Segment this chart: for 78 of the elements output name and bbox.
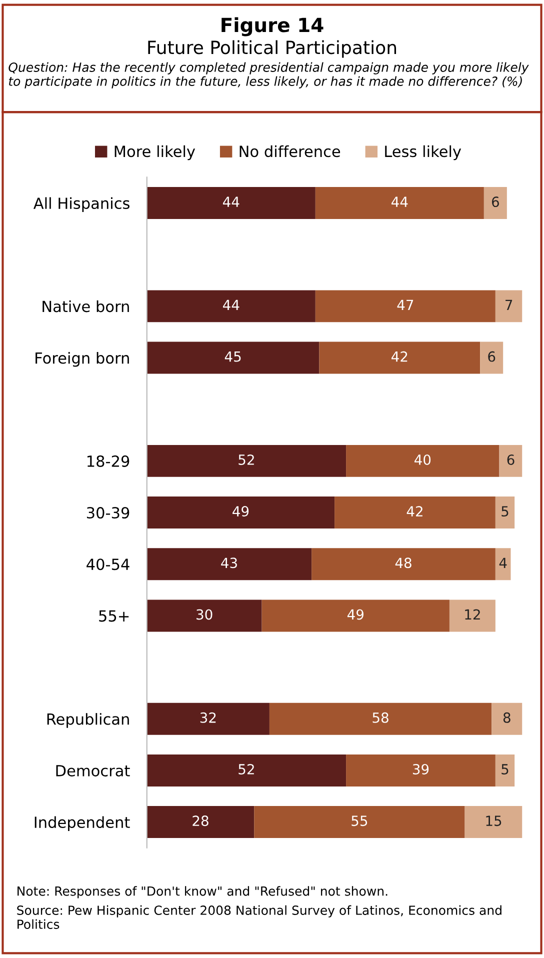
- data-label: 49: [232, 506, 249, 517]
- data-label: 40: [414, 454, 431, 465]
- y-tick-label: 30-39: [86, 506, 130, 519]
- data-label: 48: [395, 558, 412, 568]
- bar: [146, 342, 320, 374]
- bar: [492, 702, 522, 735]
- data-label: 43: [221, 558, 237, 568]
- bar: [449, 600, 496, 632]
- legend-label: More likely: [114, 145, 196, 160]
- data-label: 55: [352, 816, 368, 826]
- bar: [480, 342, 504, 374]
- data-label: 28: [192, 816, 208, 826]
- y-tick-label: All Hispanics: [34, 197, 130, 212]
- data-label: 5: [502, 764, 508, 774]
- data-label: 39: [412, 764, 429, 774]
- source-note: Source: Pew Hispanic Center 2008 National Survey of Latinos, Economics and Politics: [17, 905, 502, 929]
- text: Note: Responses of "Don't know" and "Refused" not shown.: [18, 886, 388, 898]
- data-label: 8: [503, 712, 510, 723]
- data-label: 32: [200, 712, 216, 723]
- data-label: 6: [488, 351, 496, 362]
- y-tick-label: Native born: [42, 300, 129, 312]
- bar: [464, 806, 522, 838]
- bar: [319, 342, 480, 374]
- data-label: 44: [392, 196, 408, 207]
- data-label: 7: [506, 300, 512, 310]
- bar: [254, 806, 465, 838]
- bar: [262, 600, 450, 632]
- y-tick-label: Democrat: [56, 765, 130, 776]
- bar: [495, 290, 522, 322]
- data-label: 42: [406, 506, 422, 516]
- y-tick-label: 40-54: [86, 558, 130, 570]
- data-label: 45: [224, 351, 241, 362]
- data-label: 4: [499, 558, 507, 568]
- bar: [495, 548, 511, 580]
- data-label: 5: [502, 506, 508, 517]
- legend-label: Less likely: [385, 145, 462, 160]
- bar: [269, 702, 492, 735]
- bar: [146, 548, 312, 580]
- bar: [346, 754, 496, 786]
- y-tick-label: 55+: [99, 610, 129, 622]
- y-tick-label: 18-29: [88, 455, 130, 467]
- bar: [495, 496, 515, 529]
- data-label: 6: [507, 454, 514, 465]
- text: Question: Has the recently completed presidential campaign made you more likely to participate in politics in the future, less likely, or has it made no difference? (%): [8, 62, 529, 88]
- data-label: 58: [372, 712, 388, 723]
- data-label: 15: [486, 816, 502, 826]
- bar: [146, 444, 346, 477]
- y-tick-label: Independent: [34, 816, 130, 832]
- bar: [146, 187, 316, 220]
- bar: [315, 187, 484, 220]
- bar: [334, 496, 496, 529]
- bar: [346, 444, 500, 477]
- data-label: 44: [222, 196, 240, 207]
- data-label: 47: [397, 300, 414, 310]
- y-tick-label: Foreign born: [36, 352, 129, 367]
- bar: [146, 806, 254, 838]
- data-label: 52: [238, 454, 254, 465]
- data-label: 12: [465, 609, 480, 620]
- bar: [495, 754, 515, 786]
- chart-title: Figure 14: [222, 17, 324, 36]
- bar: [499, 444, 522, 477]
- chart-subtitle: Future Political Participation: [148, 40, 396, 58]
- bar: [146, 290, 316, 322]
- bar: [146, 754, 346, 786]
- y-tick-label: Republican: [47, 713, 129, 728]
- data-label: 42: [392, 351, 408, 362]
- data-label: 6: [492, 196, 499, 208]
- bar: [484, 187, 507, 220]
- data-label: 30: [196, 609, 212, 620]
- bar: [312, 548, 496, 580]
- bar: [146, 496, 335, 529]
- data-label: 52: [238, 764, 254, 774]
- data-label: 44: [222, 300, 240, 310]
- legend-label: No difference: [240, 145, 340, 158]
- data-label: 49: [347, 609, 364, 620]
- bar: [146, 600, 262, 632]
- bar: [146, 702, 270, 735]
- bar: [315, 290, 496, 322]
